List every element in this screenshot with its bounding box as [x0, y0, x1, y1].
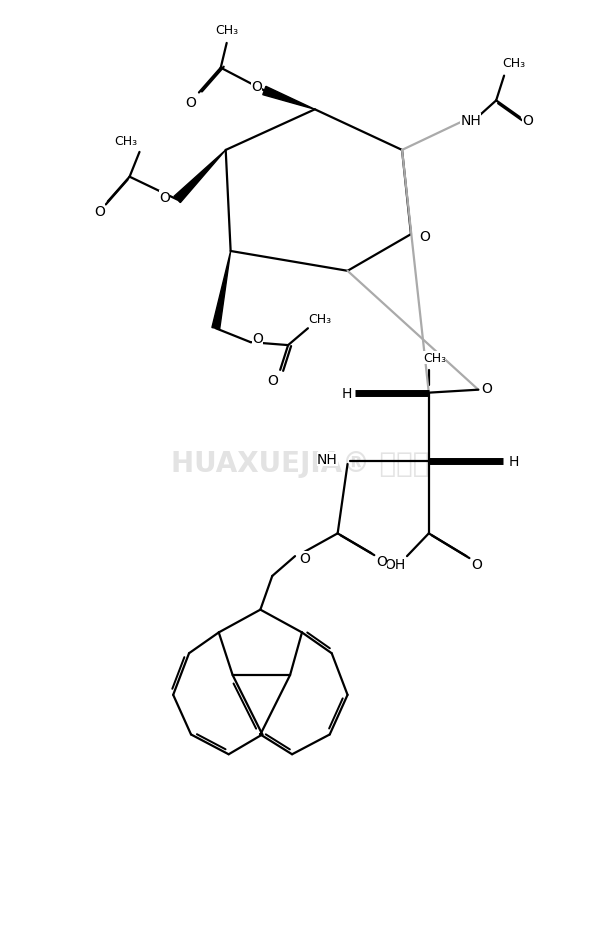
- Text: O: O: [419, 230, 430, 244]
- Text: O: O: [160, 191, 170, 205]
- Text: CH₃: CH₃: [308, 312, 331, 325]
- Polygon shape: [174, 151, 226, 203]
- Text: CH₃: CH₃: [502, 57, 526, 70]
- Text: CH₃: CH₃: [114, 134, 137, 147]
- Text: CH₃: CH₃: [423, 352, 446, 365]
- Text: OH: OH: [385, 557, 406, 571]
- Text: HUAXUEJIA® 化学加: HUAXUEJIA® 化学加: [171, 450, 429, 477]
- Text: NH: NH: [461, 114, 481, 128]
- Text: O: O: [253, 332, 263, 346]
- Text: O: O: [251, 80, 262, 94]
- Text: O: O: [94, 205, 106, 219]
- Text: H: H: [509, 454, 519, 468]
- Text: O: O: [523, 114, 533, 128]
- Polygon shape: [212, 252, 230, 330]
- Text: CH₃: CH₃: [215, 23, 238, 36]
- Text: O: O: [299, 552, 310, 565]
- Text: H: H: [341, 387, 352, 400]
- Text: O: O: [376, 554, 386, 568]
- Text: O: O: [267, 374, 278, 387]
- Text: NH: NH: [317, 452, 338, 466]
- Polygon shape: [263, 87, 315, 110]
- Text: O: O: [481, 381, 491, 395]
- Text: O: O: [185, 96, 196, 110]
- Text: O: O: [471, 557, 482, 571]
